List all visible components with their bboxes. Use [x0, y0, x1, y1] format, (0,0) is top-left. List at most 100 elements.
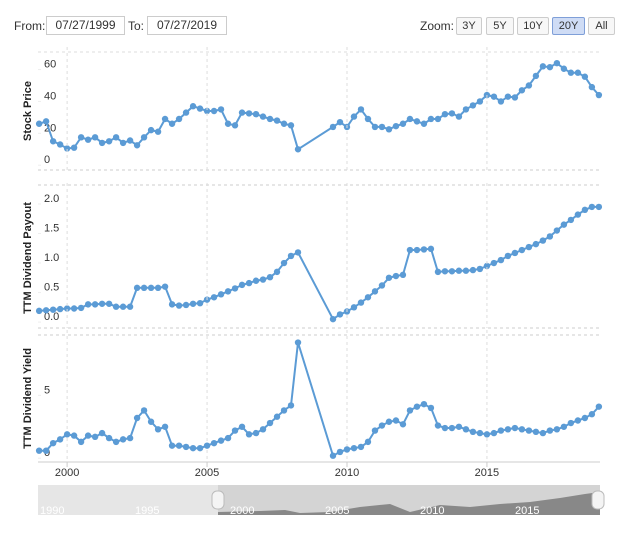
point: [546, 63, 554, 71]
point: [84, 432, 92, 439]
point: [525, 427, 533, 434]
point: [161, 423, 169, 430]
point: [504, 426, 512, 433]
to-label: To:: [128, 19, 145, 33]
point: [189, 103, 197, 110]
point: [574, 211, 582, 218]
point: [476, 429, 484, 437]
from-input[interactable]: 07/27/1999: [46, 16, 125, 35]
point: [224, 434, 232, 442]
point: [392, 417, 400, 424]
navigator-label: 2010: [420, 505, 444, 517]
point: [91, 301, 99, 308]
point: [532, 428, 540, 436]
navigator-handle[interactable]: [211, 490, 225, 510]
point: [385, 126, 393, 133]
line: [39, 205, 599, 321]
point: [168, 442, 176, 449]
point: [504, 93, 512, 100]
zoom-button[interactable]: 3Y: [456, 17, 482, 35]
point: [469, 102, 477, 109]
to-input[interactable]: 07/27/2019: [147, 16, 227, 35]
point: [168, 301, 176, 308]
point: [140, 407, 148, 414]
point: [119, 436, 127, 443]
zoom-button[interactable]: 5Y: [486, 17, 514, 35]
point: [35, 447, 43, 454]
point: [42, 307, 50, 314]
point: [581, 414, 589, 422]
point: [280, 259, 288, 267]
point: [196, 105, 204, 112]
point: [329, 123, 337, 131]
point: [553, 426, 561, 433]
point: [203, 107, 211, 115]
point: [525, 82, 533, 89]
point: [364, 438, 372, 446]
point: [392, 272, 400, 280]
point: [476, 98, 484, 105]
navigator-label: 1995: [135, 505, 159, 517]
navigator-handle[interactable]: [591, 490, 605, 510]
point: [77, 134, 85, 141]
point: [56, 305, 64, 313]
point: [497, 427, 505, 434]
navigator-area: [218, 492, 600, 515]
point: [105, 300, 113, 307]
point: [273, 117, 281, 124]
point: [56, 141, 64, 148]
point: [399, 421, 407, 428]
x-tick-label: 2015: [475, 467, 499, 479]
point: [147, 126, 155, 134]
point: [413, 118, 421, 125]
point: [420, 120, 428, 127]
point: [455, 267, 463, 274]
point: [63, 305, 71, 312]
zoom-button[interactable]: All: [588, 17, 615, 35]
point: [273, 413, 281, 420]
point: [539, 429, 547, 437]
point: [574, 417, 582, 424]
point: [560, 221, 568, 228]
point: [105, 138, 113, 145]
point: [434, 115, 442, 123]
y-tick-label: 1.5: [44, 222, 59, 234]
point: [98, 429, 106, 437]
point: [399, 271, 407, 279]
point: [245, 110, 253, 117]
point: [462, 106, 470, 113]
point: [119, 139, 127, 147]
point: [336, 311, 344, 318]
point: [567, 419, 575, 427]
point: [70, 144, 78, 151]
point: [182, 109, 190, 116]
y-tick-label: 0: [44, 154, 50, 166]
point: [350, 113, 358, 120]
line: [38, 62, 600, 151]
point: [77, 438, 85, 446]
point: [455, 113, 463, 120]
point: [595, 403, 603, 410]
zoom-label: Zoom:: [420, 19, 455, 33]
zoom-button[interactable]: 10Y: [517, 17, 549, 35]
x-tick-label: 2000: [55, 467, 79, 479]
point: [217, 106, 225, 113]
navigator-label: 2005: [325, 505, 349, 517]
point: [511, 249, 519, 257]
point: [588, 83, 596, 91]
point: [364, 115, 372, 123]
point: [112, 134, 120, 141]
point: [469, 266, 477, 274]
point: [133, 414, 141, 422]
point: [357, 443, 365, 451]
point: [210, 294, 218, 301]
point: [539, 237, 547, 244]
point: [343, 446, 351, 453]
point: [189, 300, 197, 307]
point: [294, 146, 302, 153]
point: [574, 69, 582, 76]
zoom-button[interactable]: 20Y: [552, 17, 585, 35]
point: [91, 433, 99, 441]
point: [63, 145, 71, 152]
point: [490, 93, 498, 100]
